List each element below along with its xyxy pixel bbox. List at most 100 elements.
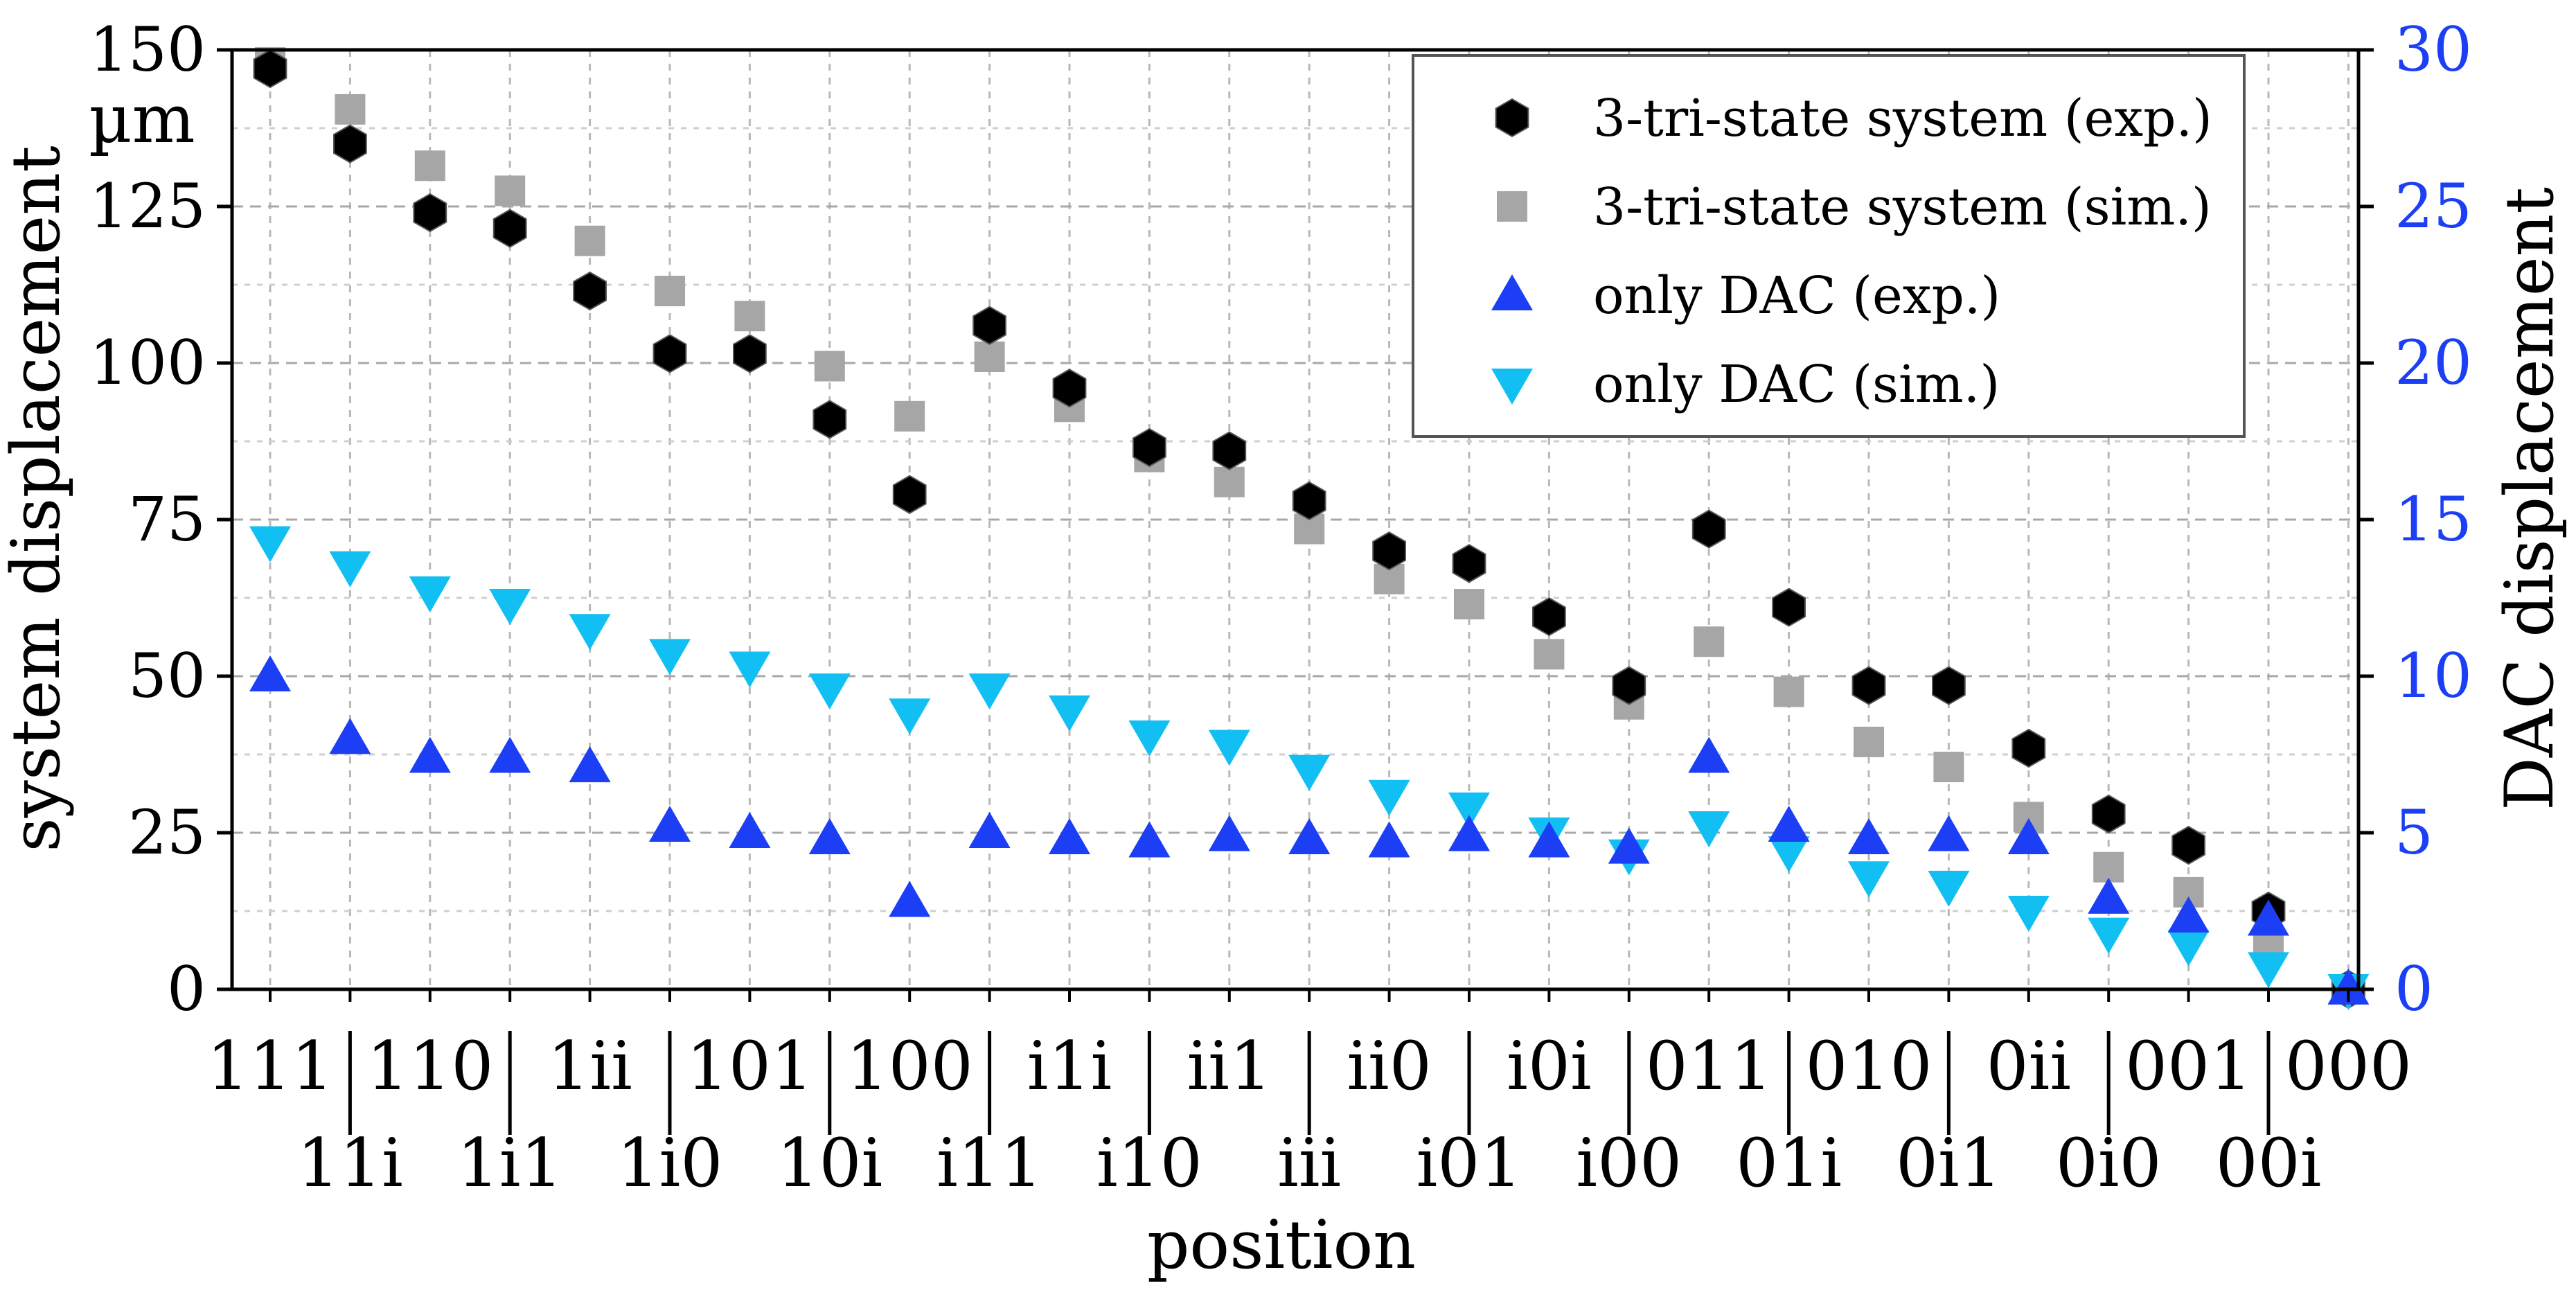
y2-tick-label: 25 xyxy=(2395,170,2472,242)
x-category-label: 10i xyxy=(776,1124,882,1202)
legend: 3-tri-state system (exp.) 3-tri-state sys… xyxy=(1412,54,2246,438)
data-point xyxy=(1368,821,1410,858)
data-point xyxy=(2248,952,2289,989)
y-axis-title: system displacement xyxy=(0,145,75,851)
data-point xyxy=(492,209,527,248)
data-point xyxy=(1688,811,1730,847)
data-point xyxy=(1612,666,1646,705)
data-point xyxy=(649,639,691,675)
data-point xyxy=(1049,695,1090,732)
x-category-label: ii0 xyxy=(1347,1027,1431,1105)
data-point xyxy=(489,589,531,626)
y2-axis-title: DAC displacement xyxy=(2491,187,2568,811)
x-category-label: i1i xyxy=(1027,1027,1112,1105)
data-point xyxy=(889,881,931,917)
data-point xyxy=(968,673,1011,710)
data-point xyxy=(249,655,291,691)
data-point xyxy=(1052,369,1087,408)
data-point xyxy=(1773,676,1804,707)
data-point xyxy=(1691,509,1726,549)
x-category-label: 101 xyxy=(686,1027,813,1105)
data-point xyxy=(1928,870,1970,907)
data-point xyxy=(329,551,371,587)
data-point xyxy=(333,124,367,164)
data-point xyxy=(1848,861,1890,898)
series-triangle-up xyxy=(249,655,2370,1005)
data-point xyxy=(409,576,451,612)
data-point xyxy=(734,301,765,332)
data-point xyxy=(892,475,927,514)
data-point xyxy=(1132,427,1166,468)
legend-label: only DAC (sim.) xyxy=(1593,355,2000,414)
y-tick-label: 50 xyxy=(128,640,206,712)
data-point xyxy=(569,746,611,783)
y-tick-label: 25 xyxy=(128,797,206,868)
data-point xyxy=(1372,531,1406,571)
data-point xyxy=(1208,730,1250,766)
data-point xyxy=(652,334,687,373)
x-category-label: i00 xyxy=(1576,1124,1682,1202)
data-point xyxy=(2007,896,2050,932)
data-point xyxy=(1288,754,1331,791)
data-point xyxy=(812,400,847,439)
data-point xyxy=(972,306,1006,345)
x-category-label: 100 xyxy=(846,1027,973,1105)
data-point xyxy=(1292,481,1326,521)
data-point xyxy=(249,526,291,563)
y-tick-label: 150 xyxy=(89,14,206,85)
y-tick-label: 75 xyxy=(128,484,206,555)
data-point xyxy=(1928,815,1970,851)
legend-marker xyxy=(1491,369,1533,405)
data-point xyxy=(729,812,771,848)
data-point xyxy=(974,341,1005,372)
legend-marker xyxy=(1497,191,1527,222)
data-point xyxy=(1848,818,1890,855)
data-point xyxy=(1534,639,1565,670)
legend-box xyxy=(1412,54,2246,438)
data-point xyxy=(329,718,371,754)
data-point xyxy=(733,334,767,373)
x-category-label: 11i xyxy=(297,1124,403,1202)
data-point xyxy=(808,818,851,855)
data-point xyxy=(1448,792,1490,829)
data-point xyxy=(968,812,1011,848)
data-point xyxy=(1932,666,1966,705)
data-point xyxy=(649,805,691,842)
y-tick-label: 100 xyxy=(89,327,206,398)
data-point xyxy=(1128,720,1171,757)
x-category-label: iii xyxy=(1277,1124,1341,1202)
series-hexagon xyxy=(253,48,2365,1009)
data-point xyxy=(574,225,605,256)
data-point xyxy=(1212,431,1247,470)
data-point xyxy=(1933,752,1964,783)
y2-tick-label: 10 xyxy=(2395,640,2472,712)
x-category-label: 011 xyxy=(1646,1027,1773,1105)
data-point xyxy=(569,614,611,651)
data-point xyxy=(1049,818,1090,855)
data-point xyxy=(814,351,845,382)
data-point xyxy=(2088,877,2130,914)
data-point xyxy=(1854,726,1884,757)
data-point xyxy=(729,651,771,688)
data-point xyxy=(1214,466,1245,497)
data-point xyxy=(409,736,451,773)
x-category-label: 0ii xyxy=(1987,1027,2071,1105)
data-point xyxy=(655,276,685,307)
data-point xyxy=(1608,827,1650,864)
data-point xyxy=(2327,969,2370,1005)
y2-tick-label: 0 xyxy=(2395,953,2433,1025)
x-category-label: 0i1 xyxy=(1896,1124,2002,1202)
data-point xyxy=(894,400,925,432)
x-category-label: i0i xyxy=(1507,1027,1591,1105)
legend-label: only DAC (exp.) xyxy=(1593,266,2000,326)
x-category-label: 110 xyxy=(366,1027,493,1105)
data-point xyxy=(573,271,607,311)
data-marks xyxy=(249,47,2370,1010)
data-point xyxy=(1528,821,1570,858)
data-point xyxy=(2167,896,2210,933)
data-point xyxy=(1688,736,1730,773)
y2-tick-label: 20 xyxy=(2395,327,2472,398)
x-category-label: 000 xyxy=(2285,1027,2412,1105)
x-category-label: 1i1 xyxy=(457,1124,563,1202)
